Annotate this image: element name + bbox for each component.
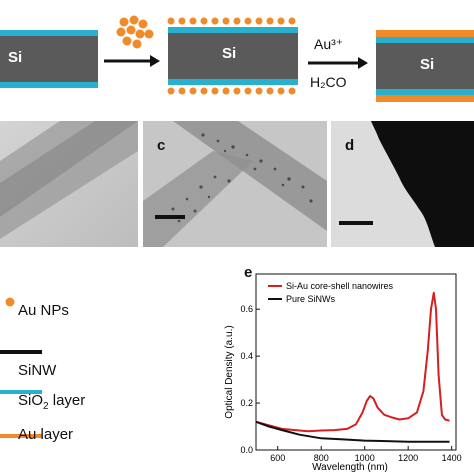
si-label-step1: Si <box>8 49 23 66</box>
y-tick-label: 0.2 <box>240 398 253 408</box>
legend-series-1: Si-Au core-shell nanowires <box>286 281 394 291</box>
panel-letter-c: c <box>157 137 166 154</box>
legend-series-2: Pure SiNWs <box>286 294 336 304</box>
legend-au-layer: Au layer <box>18 426 74 443</box>
si-core <box>376 43 474 89</box>
chart-panel-e: e Optical Density (a.u.) Wavelength (nm)… <box>210 262 474 474</box>
panel-letter-e: e <box>244 264 253 281</box>
legend: Au NPs SiNW SiO2 layer Au layer <box>0 290 190 470</box>
legend-sinw: SiNW <box>18 362 57 379</box>
x-tick-label: 600 <box>270 453 285 463</box>
sio2-sub: 2 <box>43 401 49 412</box>
au-line-icon <box>0 434 42 438</box>
reagent-top-label: Au³⁺ <box>314 36 344 52</box>
y-tick-label: 0.0 <box>240 445 253 455</box>
au-np-row-bottom <box>167 87 296 95</box>
sinw-core-shell-step1: Si <box>0 30 98 88</box>
legend-sio2: SiO2 layer <box>18 392 85 412</box>
sio2-prefix: SiO <box>18 392 44 409</box>
series-line-si-au <box>255 291 450 433</box>
sio2-layer-bottom <box>376 89 474 95</box>
tem-panel-b <box>0 121 138 247</box>
tem-panel-d: d <box>331 121 474 247</box>
sinw-au-shell-step3: Si <box>376 30 474 102</box>
au-layer-bottom <box>376 95 474 102</box>
panel-letter-d: d <box>345 137 355 154</box>
sio2-layer-top <box>0 30 98 36</box>
au-layer-top <box>376 30 474 37</box>
sio2-line-icon <box>0 390 42 394</box>
legend-au-nps: Au NPs <box>18 302 69 319</box>
y-tick-label: 0.4 <box>240 351 253 361</box>
x-tick-label: 1000 <box>355 453 375 463</box>
x-tick-label: 1200 <box>398 453 418 463</box>
plot-frame <box>255 273 457 451</box>
si-core <box>0 36 98 82</box>
x-tick-label: 1400 <box>442 453 462 463</box>
arrow-right-icon <box>104 55 160 67</box>
scale-bar <box>339 221 373 225</box>
si-label-step2: Si <box>222 45 237 62</box>
arrow-right-icon <box>308 57 368 69</box>
schematic-row: Si Si Au³⁺ <box>0 0 474 118</box>
au-np-row-top <box>167 17 296 25</box>
reagent-bottom-label: H₂CO <box>310 74 347 90</box>
sio2-layer-bottom <box>168 79 298 85</box>
au-np-dot-icon <box>5 297 15 307</box>
sinw-line-icon <box>0 350 42 354</box>
tem-panel-c: c <box>143 121 327 247</box>
sio2-suffix: layer <box>48 392 86 409</box>
scale-bar <box>155 215 185 219</box>
sio2-layer-bottom <box>0 82 98 88</box>
sinw-with-np-step2: Si <box>166 14 300 104</box>
y-tick-label: 0.6 <box>240 304 253 314</box>
x-axis-label: Wavelength (nm) <box>312 462 388 473</box>
y-axis-label: Optical Density (a.u.) <box>224 325 235 418</box>
x-tick-label: 800 <box>314 453 329 463</box>
si-core <box>168 33 298 79</box>
sio2-layer-top <box>168 27 298 33</box>
sio2-layer-top <box>376 37 474 43</box>
au-np-cluster <box>116 15 154 49</box>
series-line-pure-sinw <box>255 420 450 443</box>
optical-density-chart: Optical Density (a.u.) Wavelength (nm) 6… <box>224 273 462 473</box>
si-label-step3: Si <box>420 56 435 73</box>
